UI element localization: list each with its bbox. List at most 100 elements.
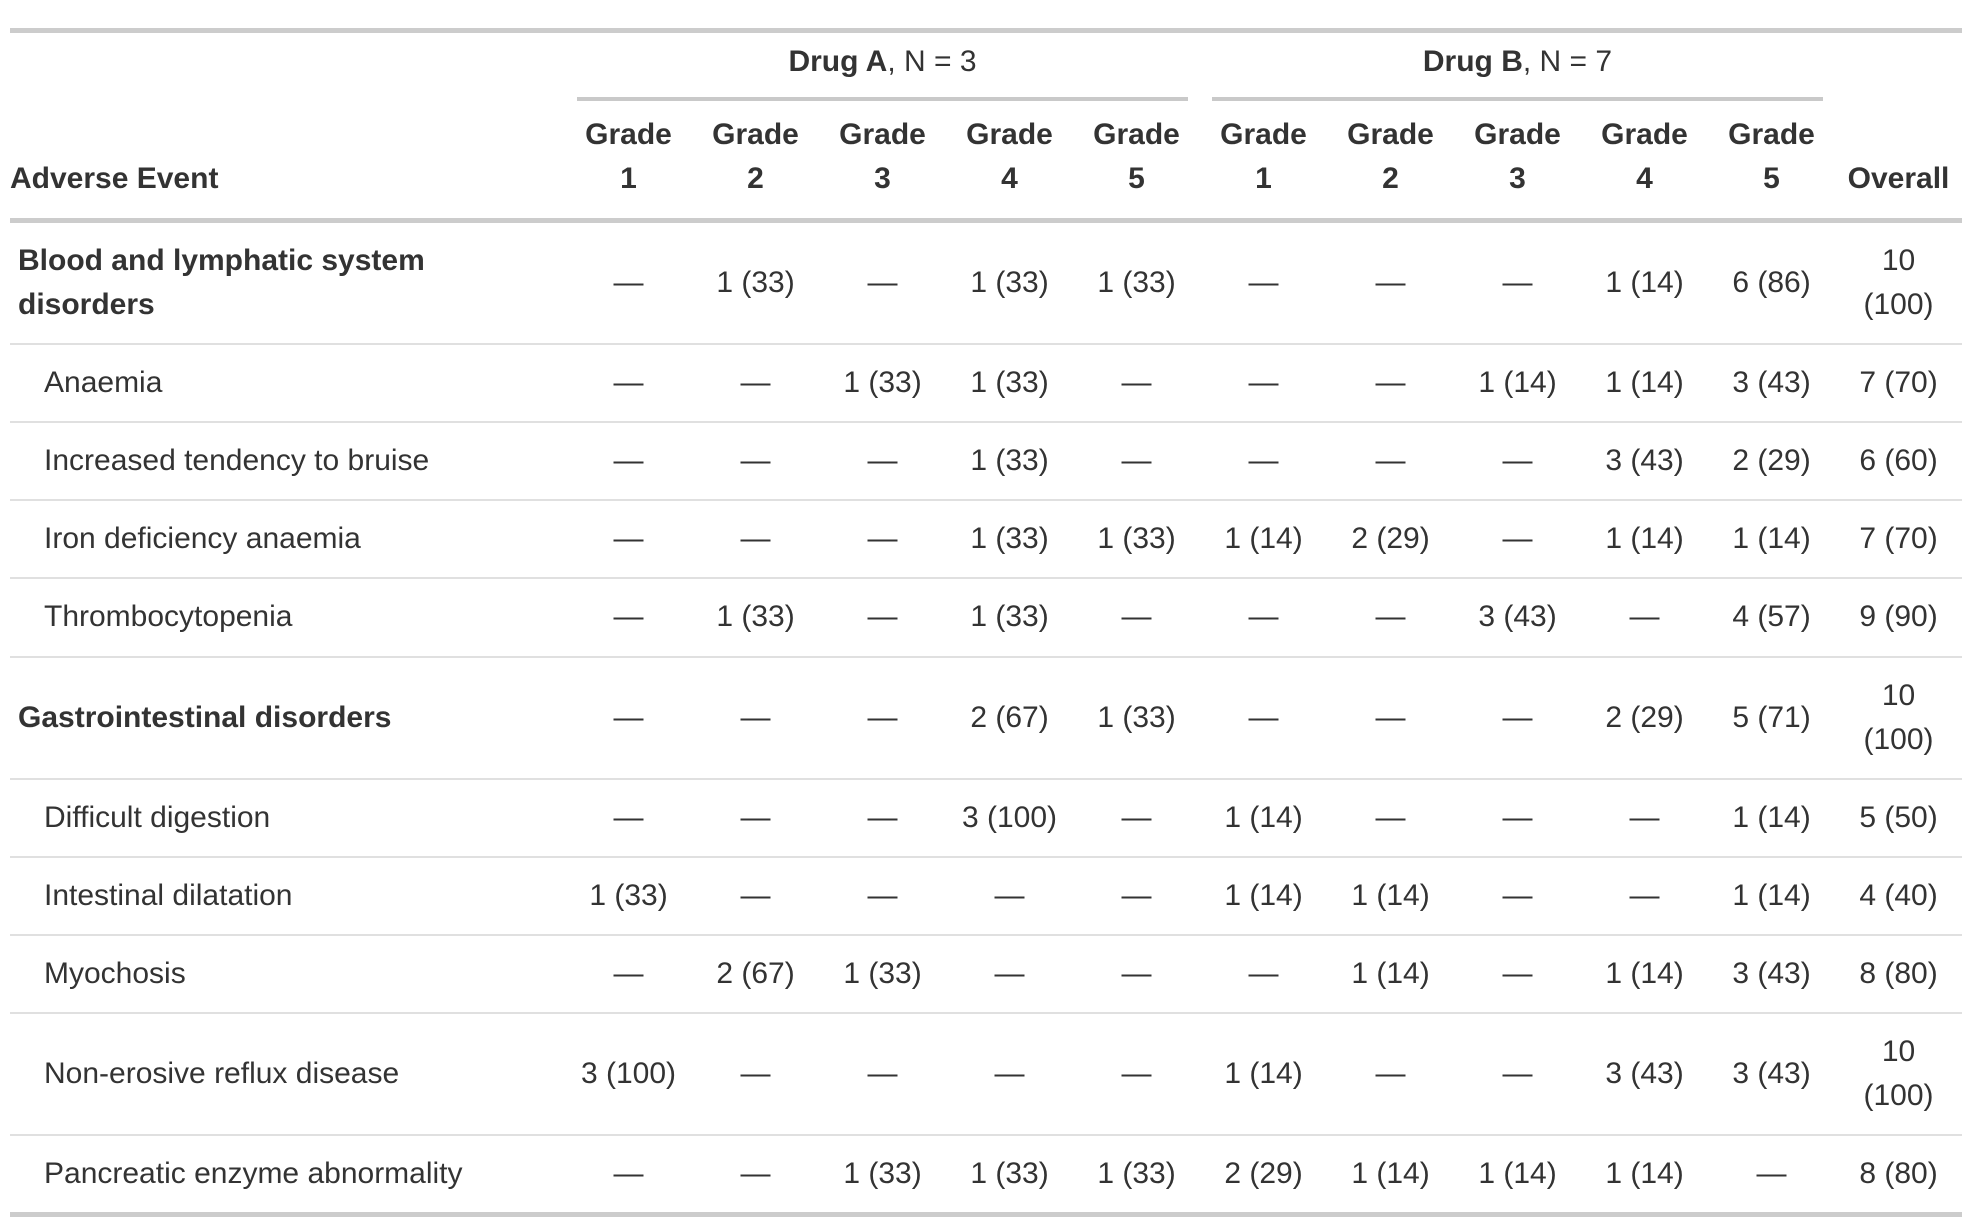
drug-b-name: Drug B: [1422, 45, 1523, 78]
grade-cell: 1 (33): [970, 266, 1049, 300]
overall-cell: 8 (80): [1835, 1134, 1963, 1215]
grade-cell: —: [1200, 421, 1327, 501]
grade-cell: —: [692, 777, 819, 857]
grade-cell: —: [1073, 577, 1200, 657]
event-row: Anaemia — —1 (33) 1 (33) — — —1 (14) 1 (14) 3 (4…: [10, 343, 1963, 423]
adverse-event-label: Gastrointestinal disorders: [10, 655, 565, 779]
grade-cell: 1 (14): [1454, 343, 1581, 423]
event-row: Thrombocytopenia —1 (33) —1 (33) — — —3 (43) —…: [10, 577, 1963, 657]
grade-cell: —: [1502, 266, 1533, 300]
grade-cell: 2 (67): [692, 933, 819, 1014]
grade-cell: 1 (14): [1581, 499, 1708, 579]
grade-cell: —: [692, 655, 819, 779]
overall-cell: 9 (90): [1835, 577, 1963, 657]
grade-cell: —: [1200, 655, 1327, 779]
grade-cell: 3 (43): [1454, 577, 1581, 657]
col-header-drug-b-grade-2: Grade 2: [1327, 101, 1454, 223]
grade-cell: —: [1454, 499, 1581, 579]
grade-cell: —: [565, 421, 692, 501]
grade-cell: 1 (33): [1073, 655, 1200, 779]
grade-cell: —: [1327, 577, 1454, 657]
grade-cell: —: [819, 577, 946, 657]
grade-cell: 1 (14): [1708, 777, 1836, 857]
overall-cell: 10 (100): [1835, 655, 1963, 779]
event-row: Difficult digestion — — —3 (100) —1 (14) — — —1…: [10, 777, 1963, 857]
grade-cell: 2 (29): [1327, 499, 1454, 579]
col-header-drug-a-grade-3: Grade 3: [819, 101, 946, 223]
grade-cell: —: [565, 655, 692, 779]
grade-cell: 1 (33): [565, 855, 692, 935]
grade-cell: —: [1073, 1012, 1200, 1136]
overall-column-header: Overall: [1835, 101, 1963, 223]
col-header-drug-a-grade-5: Grade 5: [1073, 101, 1200, 223]
category-row: Blood and lymphatic system disorders — 1 (…: [10, 221, 1962, 345]
grade-cell: —: [1581, 855, 1708, 935]
adverse-event-label: Pancreatic enzyme abnormality: [10, 1134, 565, 1215]
grade-cell: 1 (14): [1327, 855, 1454, 935]
grade-cell: —: [1454, 421, 1581, 501]
grade-cell: 1 (14): [1200, 855, 1327, 935]
column-header-row: Adverse Event Grade 1 Grade 2 Grade 3 Gr…: [10, 101, 1963, 223]
grade-cell: 1 (33): [819, 343, 946, 423]
grade-cell: —: [1327, 343, 1454, 423]
grade-cell: 1 (33): [946, 577, 1073, 657]
overall-cell: 6 (60): [1835, 421, 1963, 501]
grade-cell: 1 (14): [1581, 343, 1708, 423]
grade-cell: —: [819, 421, 946, 501]
overall-cell: 5 (50): [1835, 777, 1963, 857]
grade-cell: 1 (33): [692, 577, 819, 657]
grade-cell: —: [946, 1012, 1073, 1136]
grade-cell: 1 (14): [1200, 777, 1327, 857]
drug-a-name: Drug A: [788, 45, 888, 78]
grade-cell: —: [1454, 1012, 1581, 1136]
grade-cell: —: [819, 777, 946, 857]
adverse-event-column-header: Adverse Event: [10, 101, 565, 223]
grade-cell: 1 (33): [946, 499, 1073, 579]
grade-cell: —: [946, 933, 1073, 1014]
grade-cell: —: [565, 777, 692, 857]
grade-cell: —: [692, 855, 819, 935]
grade-cell: —: [1327, 655, 1454, 779]
grade-cell: —: [819, 1012, 946, 1136]
grade-cell: —: [1454, 933, 1581, 1014]
grade-cell: —: [565, 933, 692, 1014]
drug-b-n: , N = 7: [1522, 45, 1613, 78]
grade-cell: 2 (29): [1581, 655, 1708, 779]
grade-cell: 1 (33): [819, 1134, 946, 1215]
col-header-drug-a-grade-2: Grade 2: [692, 101, 819, 223]
overall-cell: 8 (80): [1835, 933, 1963, 1014]
drug-a-spanner: Drug A, N = 3: [565, 31, 1200, 101]
grade-cell: —: [565, 499, 692, 579]
grade-cell: 1 (14): [1581, 1134, 1708, 1215]
grade-cell: 4 (57): [1708, 577, 1836, 657]
grade-cell: —: [819, 499, 946, 579]
grade-cell: —: [1200, 577, 1327, 657]
drug-a-n: , N = 3: [887, 45, 977, 78]
event-row: Myochosis —2 (67) 1 (33) — — —1 (14) —1 (14) 3 …: [10, 933, 1963, 1014]
grade-cell: 3 (43): [1581, 1012, 1708, 1136]
event-row: Non-erosive reflux disease 3 (100) — — — —1 (…: [10, 1012, 1963, 1136]
event-row: Increased tendency to bruise — — —1 (33) — — —…: [10, 421, 1963, 501]
grade-cell: 1 (14): [1581, 933, 1708, 1014]
grade-cell: —: [692, 1134, 819, 1215]
event-row: Intestinal dilatation 1 (33) — — — —1 (14) 1 (…: [10, 855, 1963, 935]
grade-cell: —: [1073, 933, 1200, 1014]
grade-cell: 3 (43): [1708, 933, 1836, 1014]
overall-cell: 10 (100): [1835, 1012, 1963, 1136]
adverse-event-label: Myochosis: [10, 933, 565, 1014]
table-header: Drug A, N = 3 Drug B, N = 7 Adverse Even…: [10, 31, 1963, 223]
grade-cell: 3 (43): [1708, 343, 1836, 423]
grade-cell: —: [565, 343, 692, 423]
grade-cell: —: [946, 855, 1073, 935]
grade-cell: —: [1073, 777, 1200, 857]
col-header-drug-b-grade-5: Grade 5: [1708, 101, 1836, 223]
overall-cell: 7 (70): [1835, 499, 1963, 579]
adverse-event-label: Anaemia: [10, 343, 565, 423]
col-header-drug-b-grade-4: Grade 4: [1581, 101, 1708, 223]
adverse-event-label: Thrombocytopenia: [10, 577, 565, 657]
grade-cell: 1 (33): [1073, 499, 1200, 579]
grade-cell: —: [692, 1012, 819, 1136]
overall-cell: 4 (40): [1835, 855, 1963, 935]
grade-cell: —: [565, 1134, 692, 1215]
